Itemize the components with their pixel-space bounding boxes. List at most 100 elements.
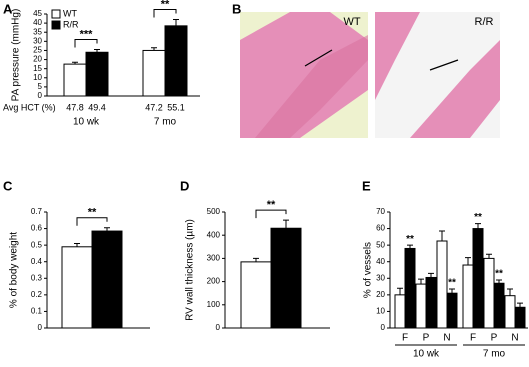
y-tick-label: 45 [33, 9, 42, 18]
x-tick-label: F [402, 333, 408, 344]
arrow [429, 59, 459, 71]
bar [63, 63, 87, 97]
error-bar [151, 47, 157, 51]
y-tick-label: 200 [207, 277, 221, 286]
significance: *** [80, 28, 94, 40]
x-tick-label: N [443, 333, 450, 344]
bar [270, 227, 302, 329]
bar [462, 264, 474, 329]
error-bar [418, 278, 424, 285]
error-bar [407, 244, 413, 249]
y-tick-label: 10 [376, 307, 385, 316]
group-label: 7 mo [483, 349, 506, 360]
error-bar [104, 227, 110, 232]
y-tick-label: 30 [33, 36, 42, 45]
image-label: R/R [475, 16, 494, 28]
y-tick-label: 35 [33, 27, 42, 36]
x-tick-label: P [423, 333, 430, 344]
legend-label: WT [63, 8, 77, 18]
y-tick-label: 0.7 [31, 207, 43, 216]
y-axis-label: % of body weight [9, 232, 20, 308]
y-tick-label: 50 [376, 240, 385, 249]
significance: ** [161, 0, 170, 10]
x-tick-label: P [491, 333, 498, 344]
y-tick-label: 0.5 [31, 240, 43, 249]
bar [394, 294, 406, 329]
y-tick-label: 0.6 [31, 224, 43, 233]
y-tick-label: 40 [33, 18, 42, 27]
panel-label: A [3, 1, 13, 16]
y-axis-label: % of vessels [363, 242, 374, 298]
bar [425, 276, 437, 329]
error-bar [439, 230, 445, 241]
error-bar [74, 242, 80, 247]
panel-label: C [3, 178, 13, 193]
error-bar [465, 257, 471, 266]
panel-label: B [232, 1, 241, 16]
y-tick-label: 500 [207, 207, 221, 216]
y-tick-label: 0 [381, 323, 386, 332]
x-tick-label: 7 mo [154, 117, 177, 128]
hct-value: 47.2 [145, 102, 163, 112]
significance: ** [406, 234, 414, 245]
y-tick-label: 0 [216, 323, 221, 332]
tissue [240, 12, 368, 138]
y-tick-label: 20 [33, 55, 42, 64]
bar [493, 282, 505, 329]
panel-label: D [180, 178, 189, 193]
bar [446, 292, 458, 329]
bar [142, 49, 166, 97]
y-tick-label: 10 [33, 73, 42, 82]
significance: ** [495, 269, 503, 280]
error-bar [449, 288, 455, 294]
x-tick-label: F [470, 333, 476, 344]
bar [514, 306, 526, 329]
bar [164, 25, 188, 97]
y-tick-label: 5 [38, 82, 43, 91]
bar [504, 295, 516, 329]
arrow [304, 49, 333, 67]
bar [61, 246, 93, 329]
y-tick-label: 0.2 [31, 290, 43, 299]
error-bar [517, 302, 523, 308]
group-label: 10 wk [413, 349, 440, 360]
y-axis-label: RV wall thickness (µm) [185, 219, 196, 321]
significance-bracket [153, 8, 177, 18]
panel-label: E [362, 178, 371, 193]
histology-images: WT R/R B [232, 1, 500, 138]
y-tick-label: 300 [207, 254, 221, 263]
bar [240, 261, 272, 329]
error-bar [283, 219, 289, 229]
hct-value: 47.8 [66, 102, 84, 112]
y-tick-label: 0.3 [31, 273, 43, 282]
bar [85, 51, 109, 97]
bar [91, 230, 123, 329]
error-bar [253, 257, 259, 262]
bar [436, 240, 448, 329]
hct-value: 55.1 [167, 102, 185, 112]
bar [472, 228, 484, 329]
y-tick-label: 400 [207, 230, 221, 239]
y-tick-label: 15 [33, 64, 42, 73]
y-tick-label: 30 [376, 273, 385, 282]
y-tick-label: 40 [376, 257, 385, 266]
y-tick-label: 60 [376, 224, 385, 233]
y-tick-label: 0.1 [31, 307, 43, 316]
y-tick-label: 100 [207, 300, 221, 309]
significance: ** [448, 278, 456, 289]
x-tick-label: N [511, 333, 518, 344]
legend-swatch [51, 9, 61, 19]
significance-bracket [255, 209, 287, 219]
y-tick-label: 0 [38, 91, 43, 100]
y-tick-label: 20 [376, 290, 385, 299]
error-bar [496, 279, 502, 284]
y-tick-label: 0.4 [31, 257, 43, 266]
significance: ** [267, 199, 276, 211]
x-tick-label: 10 wk [73, 117, 100, 128]
significance-bracket [74, 39, 98, 48]
error-bar [173, 18, 179, 26]
error-bar [94, 49, 100, 53]
bar [404, 247, 416, 329]
y-tick-label: 0 [38, 323, 43, 332]
